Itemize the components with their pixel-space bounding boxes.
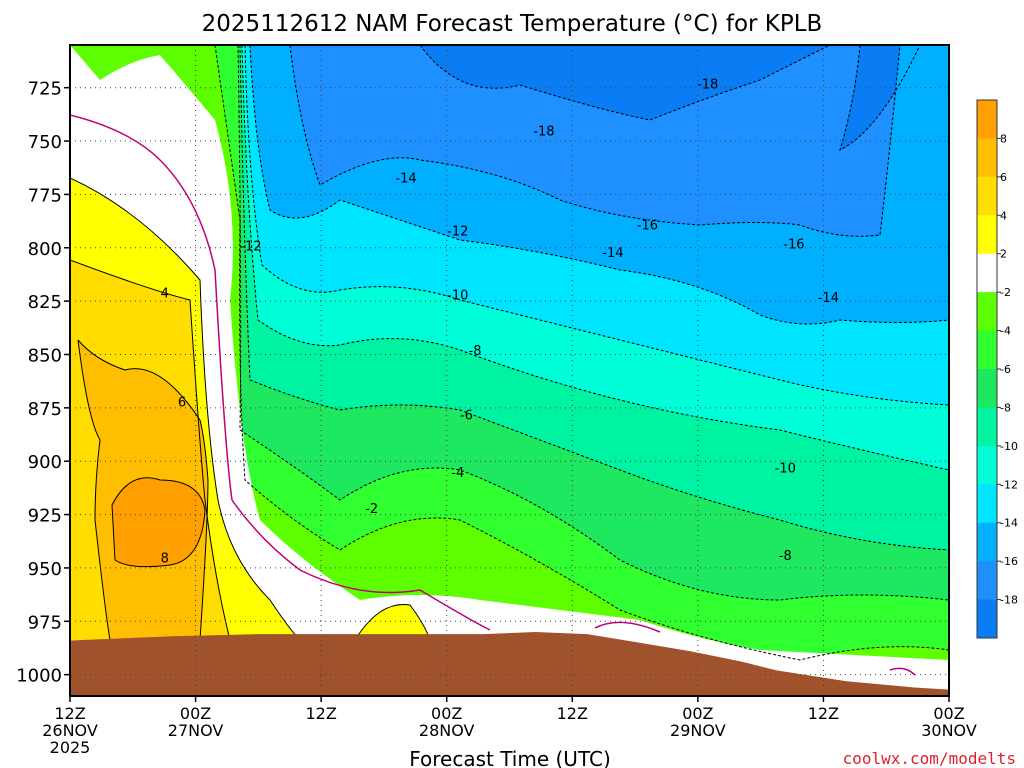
contour-label: -12 [240,240,261,255]
colorbar-swatch [977,215,997,255]
y-tick-label: 975 [28,612,62,633]
x-tick-label: 00Z [431,704,462,723]
colorbar-label: 2 [1000,248,1007,261]
contour-label: 8 [161,551,169,566]
colorbar-swatch [977,138,997,178]
colorbar-swatch [977,484,997,524]
contour-label: -2 [365,502,378,517]
colorbar-label: -4 [1000,325,1011,338]
plot-area: -18 -18 -16 -16 -14 -14 -14 -12 -12 -10 -10 -8 -8 -6 -… [70,45,949,696]
y-tick-label: 925 [28,506,62,527]
contour-label: -10 [447,289,468,304]
contour-label: -8 [779,549,792,564]
colorbar-swatch [977,445,997,485]
colorbar-label: -6 [1000,363,1011,376]
y-axis: 725 750 775 800 825 850 875 900 925 950 975 1000 [16,79,70,687]
contour-label: -16 [783,238,804,253]
x-tick-label: 27NOV [168,721,224,740]
colorbar-label: -16 [1000,555,1018,568]
contour-label: -16 [637,218,658,233]
contour-label: 4 [161,287,169,302]
contour-label: -10 [775,462,796,477]
y-tick-label: 1000 [16,666,62,687]
colorbar-label: 4 [1000,209,1007,222]
band-gt-8 [112,477,205,567]
colorbar-swatch [977,522,997,562]
colorbar: 8 6 4 2 -2 -4 -6 -8 -10 -12 -14 -16 -18 [976,99,1018,639]
x-axis-label: Forecast Time (UTC) [409,747,611,768]
x-tick-label: 12Z [54,704,85,723]
colorbar-swatch [977,100,997,139]
x-tick-label: 28NOV [419,721,475,740]
contour-label: -14 [818,291,839,306]
contour-label: -4 [451,466,464,481]
x-tick-label: 00Z [180,704,211,723]
credit-label: coolwx.com/modelts [843,749,1016,768]
chart-title: 2025112612 NAM Forecast Temperature (°C)… [202,11,823,37]
x-tick-label: 26NOV [42,721,98,740]
x-tick-label: 12Z [557,704,588,723]
colorbar-swatch [977,407,997,447]
contour-labels: -18 -18 -16 -16 -14 -14 -14 -12 -12 -10 -10 -8 -8 -6 -… [161,77,839,566]
contour-label: -18 [697,77,718,92]
colorbar-swatch [977,176,997,216]
y-tick-label: 900 [28,452,62,473]
colorbar-swatch [977,599,997,639]
contour-label: -8 [469,344,482,359]
contour-label: -14 [602,246,623,261]
y-tick-label: 875 [28,399,62,420]
x-tick-label: 12Z [305,704,336,723]
y-tick-label: 825 [28,292,62,313]
x-tick-label: 00Z [933,704,964,723]
y-tick-label: 725 [28,79,62,100]
x-tick-label: 30NOV [921,721,977,740]
warm-isotherm-lines [70,177,431,641]
colorbar-label: -8 [1000,401,1011,414]
freezing-lines [70,114,916,676]
colorbar-swatch [977,253,997,293]
contour-label: 6 [178,395,186,410]
colorbar-label: -18 [1000,594,1018,607]
contour-label: -14 [395,171,416,186]
isotherm-lines [214,45,949,661]
y-tick-label: 850 [28,345,62,366]
colorbar-label: 8 [1000,132,1007,145]
colorbar-label: -2 [1000,286,1011,299]
colorbar-label: -12 [1000,478,1018,491]
y-tick-label: 750 [28,132,62,153]
colorbar-swatch [977,561,997,601]
colorbar-label: 6 [1000,171,1007,184]
grid-lines [70,45,949,696]
x-tick-label: 00Z [682,704,713,723]
terrain-surface [70,632,949,696]
colorbar-swatch [977,369,997,408]
band-2-4-lower [355,604,430,640]
band-4-2 [70,45,949,696]
plot-frame [69,44,950,697]
contour-label: -6 [460,408,473,423]
y-tick-label: 775 [28,185,62,206]
x-tick-label: 2025 [50,738,91,757]
y-tick-label: 800 [28,239,62,260]
x-tick-label: 29NOV [670,721,726,740]
x-tick-label: 12Z [808,704,839,723]
colorbar-swatch [977,292,997,332]
colorbar-label: -10 [1000,440,1018,453]
colorbar-swatch [977,330,997,370]
contour-label: -18 [533,124,554,139]
colorbar-label: -14 [1000,517,1018,530]
contour-label: -12 [447,225,468,240]
y-tick-label: 950 [28,559,62,580]
